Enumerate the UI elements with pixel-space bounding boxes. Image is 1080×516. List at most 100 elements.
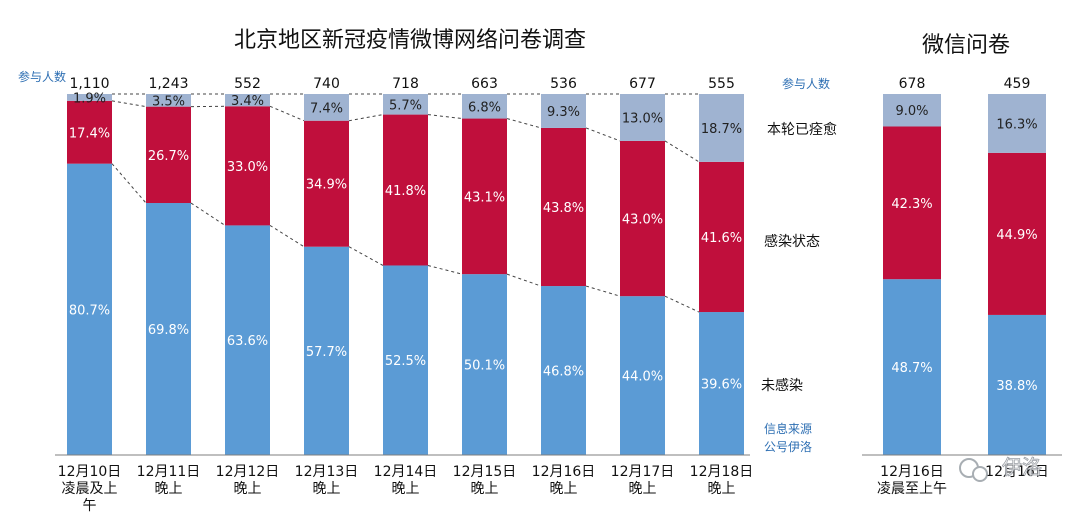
source-label: 信息来源 (764, 421, 812, 436)
weibo-bar-not-infected (620, 296, 665, 455)
wechat-data-label: 44.9% (996, 228, 1037, 243)
weibo-bar-recovered (225, 94, 270, 107)
category-label-not-infected: 未感染 (761, 377, 803, 394)
weibo-bar-infected (383, 114, 428, 266)
weibo-data-label: 33.0% (227, 160, 268, 175)
weibo-bar-not-infected (225, 225, 270, 455)
weibo-participant-count: 663 (471, 76, 498, 92)
weibo-bar-not-infected (383, 265, 428, 455)
trend-line-not-infected (506, 273, 542, 287)
trend-line-recovered (664, 140, 700, 163)
weibo-data-label: 63.6% (227, 334, 268, 349)
weibo-bar-recovered (146, 94, 191, 107)
weibo-x-tick-label: 凌晨及上 (62, 481, 118, 497)
wechat-data-label: 38.8% (996, 379, 1037, 394)
weibo-data-label: 1.9% (73, 91, 106, 106)
trend-line-not-infected (664, 295, 700, 313)
wechat-chart: 48.7% 42.3% 9.0% 38.8% 44.9% 16.3% 678 459 12月… (862, 76, 1062, 497)
weibo-bar-infected (462, 118, 507, 275)
weibo-labels: 80.7% 17.4% 1.9% 69.8% 26.7% 3.5% 63.6% 33.0% 3.… (69, 91, 742, 392)
weibo-bar-not-infected (304, 246, 349, 455)
trend-line-recovered (269, 105, 305, 122)
watermark-text: 伊洛 (1002, 455, 1042, 479)
weibo-participant-count: 677 (629, 76, 656, 92)
weibo-bar-infected (304, 120, 349, 247)
weibo-x-tick-label: 晚上 (629, 481, 657, 497)
weibo-data-label: 41.6% (701, 231, 742, 246)
wechat-data-label: 48.7% (891, 361, 932, 376)
weibo-participant-counts: 1,110 1,243 552 740 718 663 536 677 555 (69, 76, 734, 92)
weibo-bar-not-infected (146, 203, 191, 455)
weibo-x-tick-label: 晚上 (708, 481, 736, 497)
trend-line-not-infected (348, 246, 384, 266)
weibo-bar-recovered (541, 94, 586, 128)
wechat-participant-counts: 678 459 (899, 76, 1031, 92)
weibo-data-label: 5.7% (389, 98, 422, 113)
trend-line-recovered (585, 127, 621, 142)
weibo-x-tick-label: 晚上 (234, 481, 262, 497)
weibo-bar-infected (541, 127, 586, 287)
weibo-x-tick-label: 12月13日 (295, 464, 359, 480)
weibo-x-tick-label: 12月12日 (216, 464, 280, 480)
weibo-data-label: 7.4% (310, 101, 343, 116)
wechat-data-label: 9.0% (895, 104, 928, 119)
weibo-x-tick-label: 12月18日 (690, 464, 754, 480)
trend-line-not-infected (427, 264, 463, 275)
wechat-logo-icon-small (972, 466, 988, 482)
trend-line-recovered (111, 100, 147, 108)
weibo-x-tick-label: 12月17日 (611, 464, 675, 480)
weibo-participant-count: 1,110 (69, 76, 109, 92)
weibo-x-tick-label: 12月10日 (58, 464, 122, 480)
trend-line-not-infected (585, 285, 621, 297)
weibo-bar-recovered (699, 94, 744, 162)
trend-line-recovered (427, 114, 463, 120)
weibo-x-tick-label: 晚上 (155, 481, 183, 497)
category-label-infected: 感染状态 (764, 233, 820, 250)
weibo-x-tick-label: 12月11日 (137, 464, 201, 480)
weibo-data-label: 80.7% (69, 303, 110, 318)
weibo-participant-count: 555 (708, 76, 735, 92)
weibo-bar-recovered (462, 94, 507, 119)
weibo-data-label: 46.8% (543, 365, 584, 380)
weibo-x-tick-label: 晚上 (550, 481, 578, 497)
weibo-participant-count: 718 (392, 76, 419, 92)
wechat-participant-count: 678 (899, 76, 926, 92)
trend-line-recovered (348, 114, 384, 122)
weibo-data-label: 3.5% (152, 94, 185, 109)
weibo-x-tick-label: 晚上 (313, 481, 341, 497)
wechat-data-label: 16.3% (996, 117, 1037, 132)
weibo-data-label: 50.1% (464, 359, 505, 374)
category-label-recovered: 本轮已痊愈 (767, 122, 837, 138)
wechat-x-tick-label: 12月16日 (985, 464, 1049, 480)
weibo-bar-not-infected (541, 286, 586, 455)
wechat-bar-recovered (988, 94, 1046, 153)
participants-label-right: 参与人数 (782, 76, 830, 91)
weibo-participant-count: 552 (234, 76, 261, 92)
weibo-bar-recovered (304, 94, 349, 121)
weibo-data-label: 69.8% (148, 323, 189, 338)
wechat-bar-infected (883, 126, 941, 280)
participants-label-left: 参与人数 (18, 69, 66, 84)
weibo-bar-infected (67, 100, 112, 164)
wechat-bar-infected (988, 152, 1046, 315)
weibo-participant-count: 1,243 (148, 76, 188, 92)
weibo-x-tick-label: 12月14日 (374, 464, 438, 480)
weibo-x-tick-label: 晚上 (471, 481, 499, 497)
weibo-participant-count: 740 (313, 76, 340, 92)
weibo-data-label: 3.4% (231, 94, 264, 109)
weibo-bar-not-infected (699, 312, 744, 455)
weibo-bar-infected (699, 161, 744, 313)
weibo-data-label: 6.8% (468, 100, 501, 115)
weibo-bars (67, 94, 744, 455)
weibo-bar-not-infected (67, 163, 112, 455)
weibo-bar-infected (146, 106, 191, 204)
weibo-bar-recovered (620, 94, 665, 141)
weibo-data-label: 39.6% (701, 378, 742, 393)
weibo-data-label: 52.5% (385, 354, 426, 369)
weibo-bar-not-infected (462, 274, 507, 455)
weibo-bar-infected (225, 106, 270, 226)
source-account: 公号伊洛 (764, 439, 812, 454)
wechat-labels: 48.7% 42.3% 9.0% 38.8% 44.9% 16.3% (891, 104, 1037, 394)
wechat-bar-not-infected (988, 314, 1046, 455)
